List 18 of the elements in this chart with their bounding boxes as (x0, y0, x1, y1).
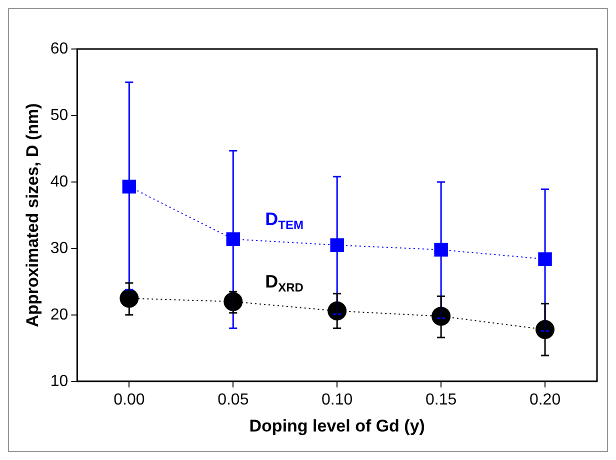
y-tick-label: 20 (50, 306, 68, 324)
y-tick-label: 60 (50, 40, 68, 58)
y-axis-title: Approximated sizes, D (nm) (22, 103, 42, 328)
point (224, 292, 243, 312)
x-tick-label: 0.15 (425, 391, 457, 408)
point (434, 242, 448, 257)
point (330, 238, 344, 252)
y-tick-label: 50 (50, 106, 68, 124)
x-tick-label: 0.20 (529, 391, 561, 408)
x-tick-label: 0.10 (322, 391, 353, 408)
point (538, 252, 552, 266)
y-tick-label: 10 (50, 372, 68, 390)
x-tick-label: 0.05 (218, 391, 249, 408)
x-axis-title: Doping level of Gd (y) (249, 416, 425, 436)
point (122, 180, 136, 194)
y-tick-label: 30 (50, 240, 68, 257)
x-tick-label: 0.00 (114, 391, 145, 408)
y-tick-label: 40 (50, 173, 68, 190)
